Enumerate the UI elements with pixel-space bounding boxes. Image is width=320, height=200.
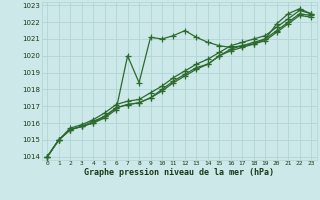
X-axis label: Graphe pression niveau de la mer (hPa): Graphe pression niveau de la mer (hPa) xyxy=(84,168,274,177)
